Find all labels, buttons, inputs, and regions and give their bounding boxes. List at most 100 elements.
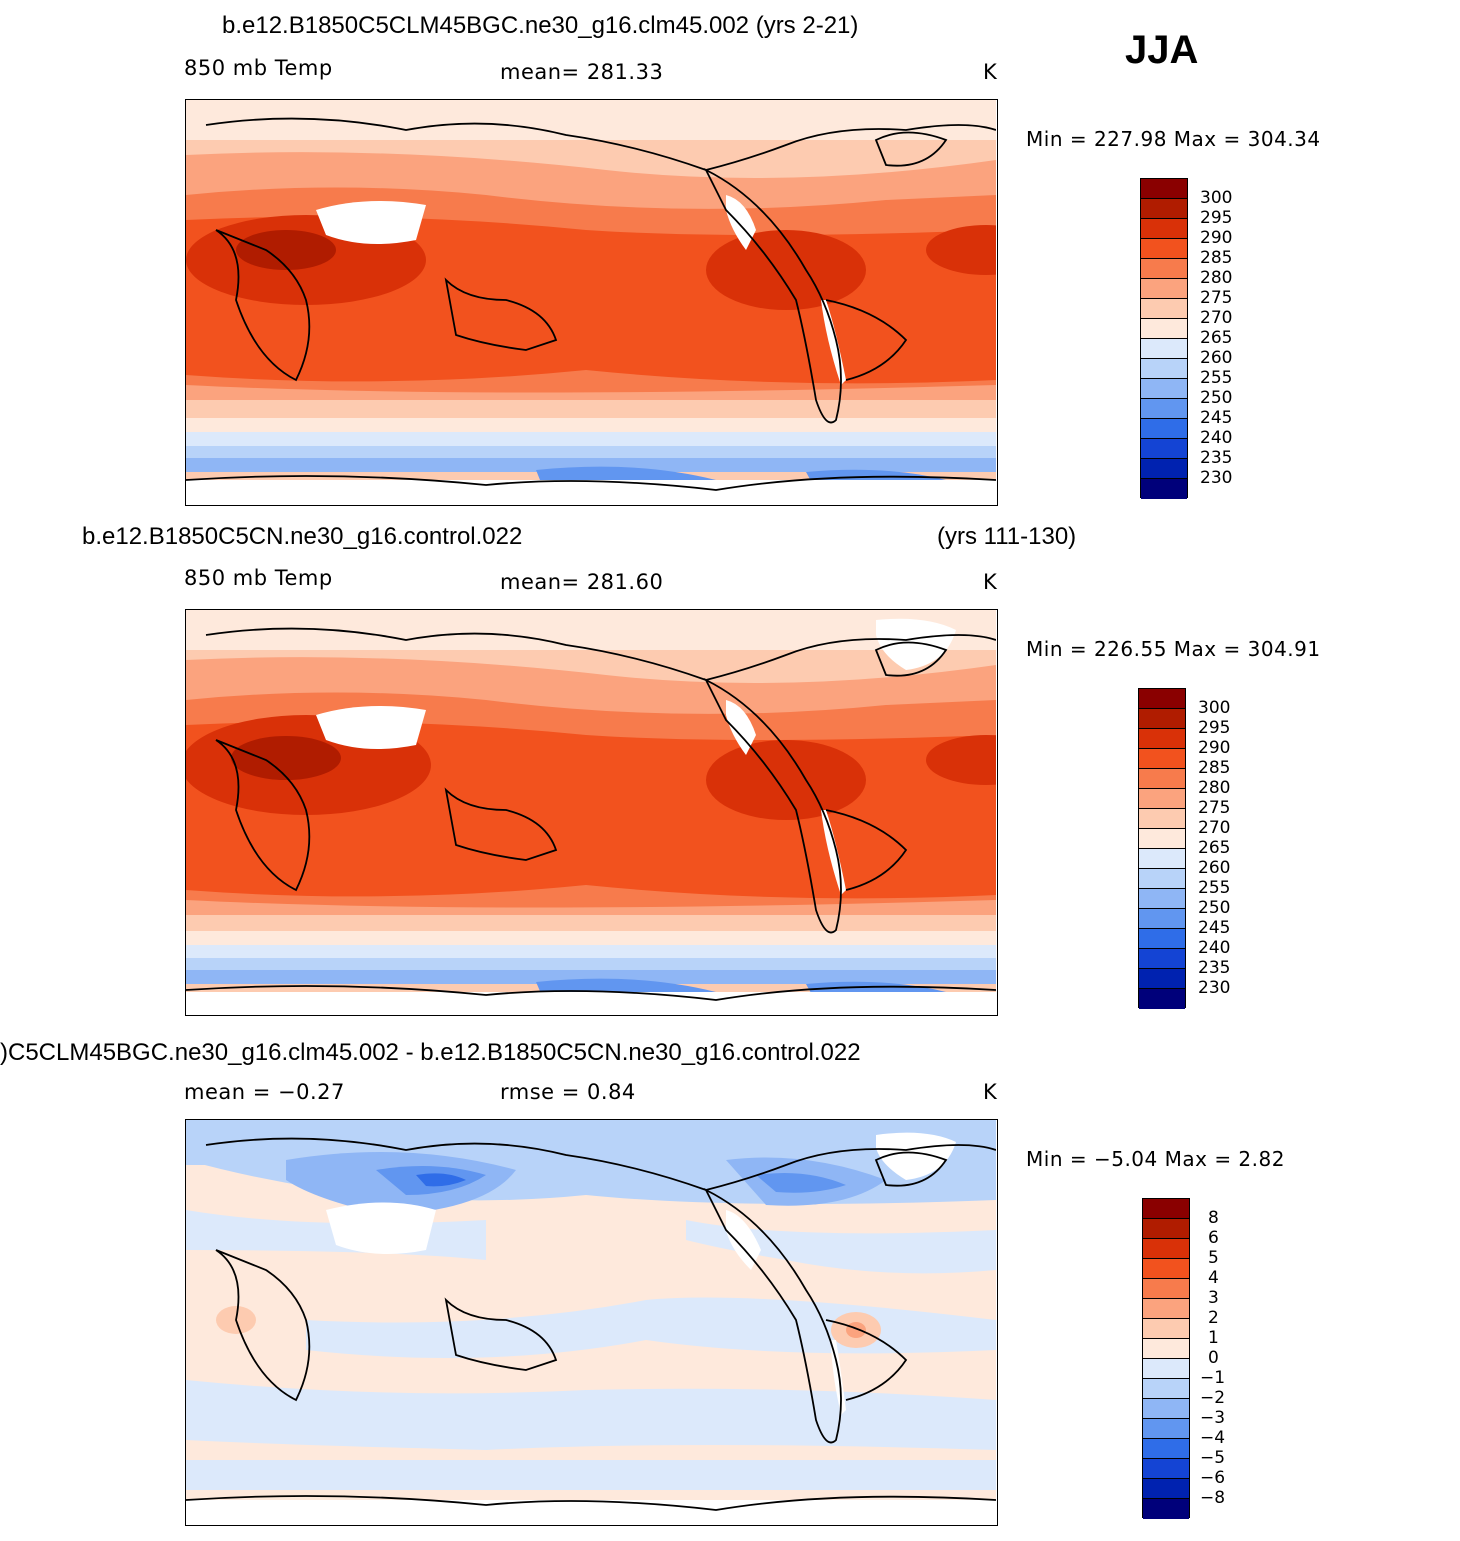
panel3-map bbox=[185, 1119, 998, 1526]
colorbar-swatch bbox=[1143, 1359, 1189, 1379]
panel2-minmax: Min = 226.55 Max = 304.91 bbox=[1026, 637, 1321, 661]
colorbar-swatch bbox=[1139, 849, 1185, 869]
panel2-tick: 265 bbox=[1198, 838, 1231, 858]
colorbar-swatch bbox=[1141, 279, 1187, 299]
panel1-units-label: K bbox=[983, 60, 998, 84]
panel2-mean-label: mean= 281.60 bbox=[500, 570, 664, 594]
colorbar-swatch bbox=[1141, 199, 1187, 219]
panel1-tick: 260 bbox=[1200, 348, 1233, 368]
colorbar-swatch bbox=[1139, 989, 1185, 1009]
panel1-tick: 290 bbox=[1200, 228, 1233, 248]
panel2-colorbar bbox=[1138, 688, 1186, 1009]
panel1-tick: 275 bbox=[1200, 288, 1233, 308]
panel3-tick: −3 bbox=[1200, 1408, 1226, 1428]
panel2-map bbox=[185, 609, 998, 1016]
panel1-tick: 300 bbox=[1200, 188, 1233, 208]
panel3-tick: 8 bbox=[1208, 1208, 1219, 1228]
panel1-tick: 255 bbox=[1200, 368, 1233, 388]
panel1-tick: 240 bbox=[1200, 428, 1233, 448]
colorbar-swatch bbox=[1143, 1399, 1189, 1419]
colorbar-swatch bbox=[1141, 459, 1187, 479]
panel3-colorbar bbox=[1142, 1198, 1190, 1519]
colorbar-swatch bbox=[1139, 809, 1185, 829]
panel3-tick: 2 bbox=[1208, 1308, 1219, 1328]
season-label: JJA bbox=[1125, 28, 1199, 72]
panel2-tick: 260 bbox=[1198, 858, 1231, 878]
colorbar-swatch bbox=[1143, 1279, 1189, 1299]
panel2-variable-label: 850 mb Temp bbox=[184, 566, 333, 590]
panel2-tick: 290 bbox=[1198, 738, 1231, 758]
colorbar-swatch bbox=[1143, 1299, 1189, 1319]
panel3-tick: 6 bbox=[1208, 1228, 1219, 1248]
colorbar-swatch bbox=[1141, 399, 1187, 419]
colorbar-swatch bbox=[1139, 689, 1185, 709]
panel1-tick: 235 bbox=[1200, 448, 1233, 468]
colorbar-swatch bbox=[1139, 909, 1185, 929]
colorbar-swatch bbox=[1139, 949, 1185, 969]
panel2-tick: 245 bbox=[1198, 918, 1231, 938]
panel2-tick: 235 bbox=[1198, 958, 1231, 978]
colorbar-swatch bbox=[1143, 1459, 1189, 1479]
panel3-minmax: Min = −5.04 Max = 2.82 bbox=[1026, 1147, 1285, 1171]
panel1-tick: 245 bbox=[1200, 408, 1233, 428]
panel1-tick: 285 bbox=[1200, 248, 1233, 268]
panel2-tick: 295 bbox=[1198, 718, 1231, 738]
panel2-tick: 230 bbox=[1198, 978, 1231, 998]
panel1-colorbar bbox=[1140, 178, 1188, 499]
panel2-tick: 270 bbox=[1198, 818, 1231, 838]
colorbar-swatch bbox=[1143, 1219, 1189, 1239]
colorbar-swatch bbox=[1143, 1339, 1189, 1359]
colorbar-swatch bbox=[1143, 1439, 1189, 1459]
panel1-tick: 230 bbox=[1200, 468, 1233, 488]
panel3-tick: −2 bbox=[1200, 1388, 1226, 1408]
colorbar-swatch bbox=[1141, 299, 1187, 319]
panel3-tick: 0 bbox=[1208, 1348, 1219, 1368]
colorbar-swatch bbox=[1141, 179, 1187, 199]
colorbar-swatch bbox=[1143, 1319, 1189, 1339]
colorbar-swatch bbox=[1143, 1419, 1189, 1439]
colorbar-swatch bbox=[1143, 1239, 1189, 1259]
colorbar-swatch bbox=[1139, 829, 1185, 849]
colorbar-swatch bbox=[1139, 869, 1185, 889]
panel2-tick: 250 bbox=[1198, 898, 1231, 918]
colorbar-swatch bbox=[1143, 1199, 1189, 1219]
panel3-tick: −5 bbox=[1200, 1448, 1226, 1468]
panel3-title: )C5CLM45BGC.ne30_g16.clm45.002 - b.e12.B… bbox=[0, 1039, 861, 1066]
panel3-tick: −6 bbox=[1200, 1468, 1226, 1488]
colorbar-swatch bbox=[1139, 789, 1185, 809]
panel1-tick: 270 bbox=[1200, 308, 1233, 328]
panel3-tick: 3 bbox=[1208, 1288, 1219, 1308]
colorbar-swatch bbox=[1139, 709, 1185, 729]
panel3-rmse-label: rmse = 0.84 bbox=[500, 1080, 636, 1104]
colorbar-swatch bbox=[1141, 419, 1187, 439]
colorbar-swatch bbox=[1139, 969, 1185, 989]
colorbar-swatch bbox=[1143, 1259, 1189, 1279]
colorbar-swatch bbox=[1141, 479, 1187, 499]
colorbar-swatch bbox=[1141, 379, 1187, 399]
panel1-variable-label: 850 mb Temp bbox=[184, 56, 333, 80]
panel1-mean-label: mean= 281.33 bbox=[500, 60, 664, 84]
colorbar-swatch bbox=[1141, 439, 1187, 459]
panel3-tick: −1 bbox=[1200, 1368, 1226, 1388]
colorbar-swatch bbox=[1141, 359, 1187, 379]
panel2-tick: 275 bbox=[1198, 798, 1231, 818]
colorbar-swatch bbox=[1141, 259, 1187, 279]
panel3-tick: 1 bbox=[1208, 1328, 1219, 1348]
panel2-tick: 280 bbox=[1198, 778, 1231, 798]
colorbar-swatch bbox=[1143, 1499, 1189, 1519]
panel3-tick: −8 bbox=[1200, 1488, 1226, 1508]
colorbar-swatch bbox=[1141, 319, 1187, 339]
panel2-tick: 300 bbox=[1198, 698, 1231, 718]
colorbar-swatch bbox=[1139, 729, 1185, 749]
colorbar-swatch bbox=[1139, 929, 1185, 949]
colorbar-swatch bbox=[1141, 219, 1187, 239]
panel1-map bbox=[185, 99, 998, 506]
panel3-mean-label: mean = −0.27 bbox=[184, 1080, 345, 1104]
panel1-tick: 250 bbox=[1200, 388, 1233, 408]
panel3-tick: 4 bbox=[1208, 1268, 1219, 1288]
panel1-title: b.e12.B1850C5CLM45BGC.ne30_g16.clm45.002… bbox=[222, 12, 859, 39]
colorbar-swatch bbox=[1139, 889, 1185, 909]
panel2-tick: 255 bbox=[1198, 878, 1231, 898]
colorbar-swatch bbox=[1141, 339, 1187, 359]
panel2-title: b.e12.B1850C5CN.ne30_g16.control.022 bbox=[82, 523, 523, 550]
